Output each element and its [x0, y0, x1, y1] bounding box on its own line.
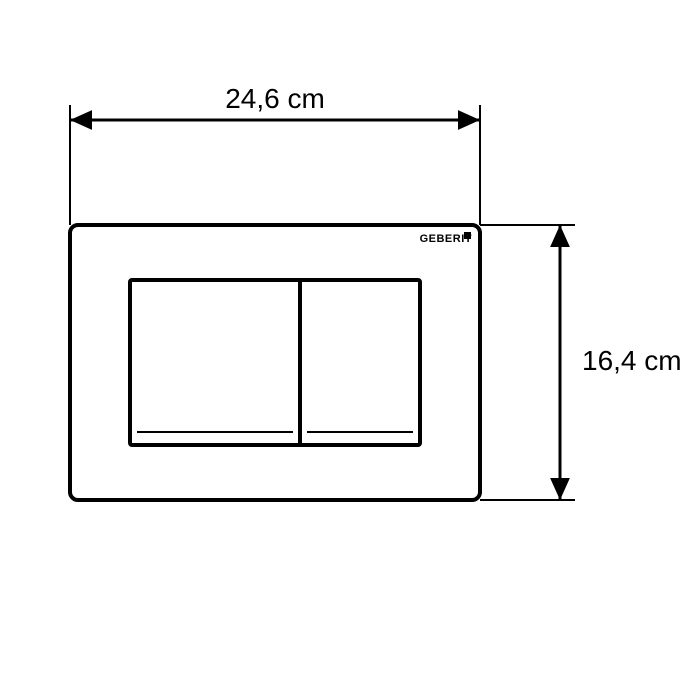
dim-height-label: 16,4 cm: [582, 345, 682, 376]
dimension-arrowhead: [550, 225, 570, 247]
dimension-arrowhead: [70, 110, 92, 130]
dim-width-label: 24,6 cm: [225, 83, 325, 114]
dimension-arrowhead: [550, 478, 570, 500]
brand-label: GEBERIT: [420, 233, 472, 245]
dimension-arrowhead: [458, 110, 480, 130]
button-frame: [130, 280, 420, 445]
